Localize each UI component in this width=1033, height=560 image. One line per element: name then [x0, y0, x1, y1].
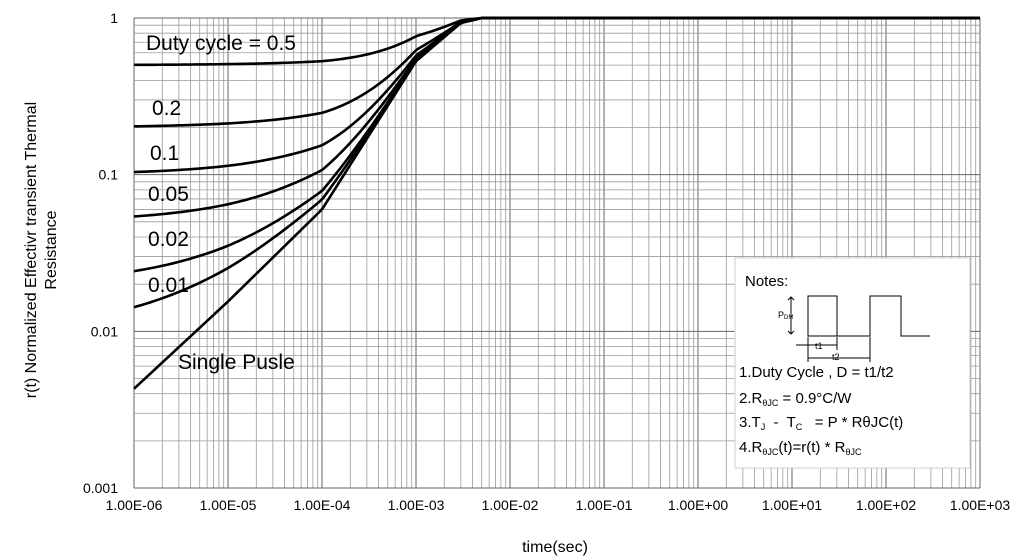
pulse-label-main: P	[778, 310, 784, 320]
note-line-3: 3.TJ - TC = P * RθJC(t)	[739, 414, 903, 432]
pulse-diagram	[787, 295, 930, 362]
note-line-4-sub1: θJC	[762, 447, 779, 457]
t2-label: t2	[832, 352, 840, 362]
curves	[133, 16, 980, 390]
note-line-2-b: = 0.9°C/W	[778, 390, 852, 407]
y-axis-title: r(t) Normalized Effectivr transient Ther…	[23, 102, 60, 398]
x-tick-label: 1.00E+01	[762, 497, 823, 513]
y-axis-title-line1: r(t) Normalized Effectivr transient Ther…	[23, 102, 40, 398]
note-line-4: 4.RθJC(t)=r(t) * RθJC	[739, 439, 862, 457]
t1-label: t1	[815, 341, 823, 351]
note-line-3-b: - T	[765, 414, 796, 431]
note-line-4-b: (t)=r(t) * R	[778, 439, 845, 456]
x-tick-label: 1.00E-05	[200, 497, 257, 513]
x-axis-title: time(sec)	[522, 539, 588, 556]
notes-title: Notes:	[745, 273, 788, 290]
notes-box: Notes: PDM t1 t2 1.Duty Cycle , D = t1/t…	[734, 257, 971, 469]
y-tick-label: 0.01	[91, 323, 118, 339]
x-tick-label: 1.00E-03	[388, 497, 445, 513]
curve-single-pusle	[133, 16, 980, 390]
note-line-3-sub2: C	[796, 422, 803, 432]
x-tick-label: 1.00E-04	[294, 497, 351, 513]
note-line-3-sub1: J	[761, 422, 766, 432]
note-line-3-c: = P * RθJC(t)	[802, 414, 903, 431]
curve-label-0.01: 0.01	[148, 274, 189, 297]
note-line-2: 2.RθJC = 0.9°C/W	[739, 390, 852, 408]
x-tick-label: 1.00E+02	[856, 497, 917, 513]
curve-label-0.02: 0.02	[148, 228, 189, 251]
x-tick-label: 1.00E-01	[576, 497, 633, 513]
tick-labels: 1.00E-06 1.00E-05 1.00E-04 1.00E-03 1.00E-02…	[83, 10, 1010, 513]
note-line-4-a: 4.R	[739, 439, 763, 456]
note-line-2-a: 2.R	[739, 390, 763, 407]
curve-label-0.1: 0.1	[150, 142, 179, 165]
x-tick-label: 1.00E+03	[950, 497, 1011, 513]
y-tick-label: 1	[110, 10, 118, 26]
curve-label-0.5: Duty cycle = 0.5	[146, 32, 296, 55]
x-tick-label: 1.00E-02	[482, 497, 539, 513]
note-line-4-sub2: θJC	[845, 447, 862, 457]
note-line-3-a: 3.T	[739, 414, 761, 431]
curve-label-0.2: 0.2	[152, 97, 181, 120]
y-tick-label: 0.1	[99, 167, 119, 183]
curve-label-single-pulse: Single Pusle	[178, 351, 295, 374]
x-tick-label: 1.00E-06	[106, 497, 163, 513]
grid-lines	[133, 17, 981, 489]
curve-0.02	[133, 16, 980, 273]
y-tick-label: 0.001	[83, 480, 118, 496]
curve-label-0.05: 0.05	[148, 183, 189, 206]
x-tick-label: 1.00E+00	[668, 497, 729, 513]
pulse-label-sub: DM	[784, 315, 793, 321]
y-axis-title-line2: Resistance	[43, 210, 60, 289]
pulse-label: PDM	[778, 310, 793, 321]
note-line-1: 1.Duty Cycle , D = t1/t2	[739, 364, 894, 381]
note-line-2-sub: θJC	[762, 398, 779, 408]
